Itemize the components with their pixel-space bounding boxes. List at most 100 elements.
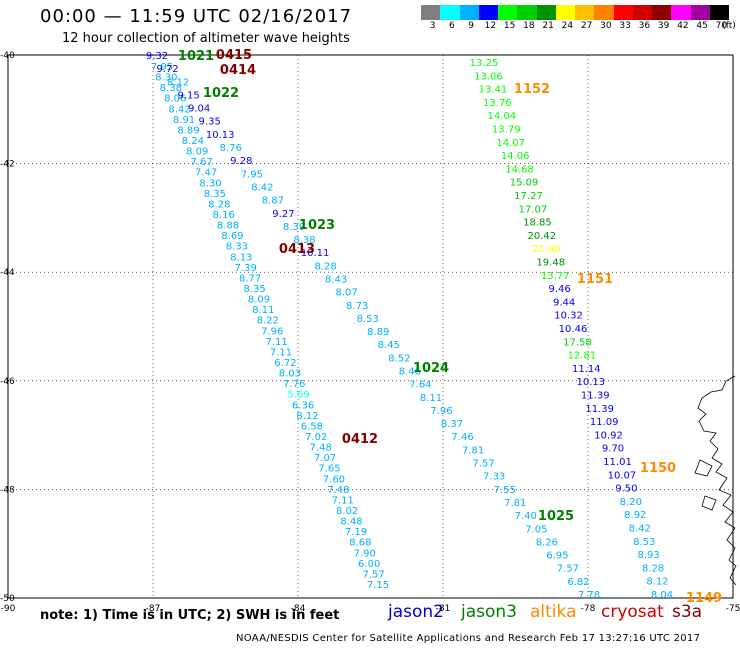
track-a-wave-height: 8.11	[252, 305, 274, 316]
track-a-wave-height: 7.19	[345, 527, 367, 538]
track-b-wave-height: 7.95	[241, 169, 263, 180]
track-a-wave-height: 8.68	[349, 538, 371, 549]
track-c-wave-height: 11.39	[585, 404, 614, 415]
track-a-wave-height: 8.03	[279, 369, 301, 380]
track-c-wave-height: 8.04	[651, 590, 673, 601]
pass-time-label: 1151	[577, 272, 613, 287]
track-c-wave-height: 11.39	[581, 391, 610, 402]
coastline-outline	[697, 375, 737, 586]
track-c-wave-height: 13.76	[483, 98, 512, 109]
colorbar-tick-label: 27	[580, 21, 593, 31]
map-title: 00:00 — 11:59 UTC 02/16/2017	[40, 6, 353, 27]
track-a-wave-height: 8.09	[248, 295, 270, 306]
track-b-wave-height: 8.37	[441, 419, 463, 430]
track-c-wave-height: 11.14	[572, 364, 601, 375]
latitude-label: -44	[0, 268, 15, 278]
track-c-wave-height: 17.58	[563, 337, 592, 348]
colorbar-swatch	[652, 5, 672, 20]
colorbar-tick-label: 12	[484, 21, 497, 31]
map-subtitle: 12 hour collection of altimeter wave hei…	[62, 31, 350, 46]
track-c-wave-height: 11.09	[590, 417, 619, 428]
track-b-wave-height: 7.46	[451, 432, 473, 443]
track-a-wave-height: 7.76	[283, 379, 305, 390]
track-b-wave-height: 8.43	[325, 274, 347, 285]
track-b-wave-height: 7.64	[409, 380, 431, 391]
colorbar-swatch	[671, 5, 691, 20]
track-b-wave-height: 9.15	[177, 90, 199, 101]
track-a-wave-height: 7.15	[367, 580, 389, 591]
wave-height-colorbar	[421, 5, 729, 20]
colorbar-tick-label: 3	[429, 21, 436, 31]
colorbar-swatch	[440, 5, 460, 20]
track-a-wave-height: 7.67	[191, 157, 213, 168]
track-b-wave-height: 9.28	[230, 156, 252, 167]
track-a-wave-height: 7.60	[323, 474, 345, 485]
colorbar-tick-labels: 3 6 9 12 15 18 21 24 27 30 33 36 39 42 45 70 (ft)	[421, 21, 739, 35]
track-c-wave-height: 9.44	[553, 297, 575, 308]
track-c-wave-height: 9.46	[549, 284, 571, 295]
track-a-wave-height: 6.72	[274, 358, 296, 369]
colorbar-tick-label: 30	[600, 21, 612, 31]
track-c-wave-height: 13.41	[479, 85, 508, 96]
longitude-label: -78	[581, 604, 596, 614]
colorbar-swatch	[536, 5, 556, 20]
track-c-wave-height: 8.53	[633, 537, 655, 548]
track-a-wave-height: 8.12	[296, 411, 318, 422]
track-c-wave-height: 21.90	[532, 244, 561, 255]
track-b-wave-height: 7.40	[515, 511, 537, 522]
latitude-label: -46	[0, 377, 15, 387]
track-a-wave-height: 7.47	[195, 168, 217, 179]
track-b-wave-height: 8.11	[420, 393, 442, 404]
colorbar-swatch	[421, 5, 441, 20]
track-a-wave-height: 8.28	[208, 199, 230, 210]
track-b-wave-height: 8.87	[262, 196, 284, 207]
colorbar-swatch	[575, 5, 595, 20]
track-c-wave-height: 8.93	[638, 550, 660, 561]
track-c-wave-height: 9.50	[615, 484, 637, 495]
track-a-wave-height: 8.38	[160, 83, 182, 94]
track-c-wave-height: 8.12	[646, 577, 668, 588]
track-c-wave-height: 17.27	[514, 191, 543, 202]
track-b-wave-height: 8.26	[536, 537, 558, 548]
colorbar-tick-label: 18	[523, 21, 535, 31]
colorbar-tick-label: 39	[657, 21, 670, 31]
track-b-wave-height: 7.81	[504, 498, 526, 509]
track-a-wave-height: 8.35	[243, 284, 265, 295]
track-b-wave-height: 8.53	[357, 314, 379, 325]
track-a-wave-height: 8.24	[182, 136, 204, 147]
track-a-wave-height: 7.39	[235, 263, 257, 274]
colorbar-tick-label: 24	[561, 21, 574, 31]
colorbar-swatch	[709, 5, 729, 20]
colorbar-swatch	[613, 5, 633, 20]
pass-time-label: 1021	[178, 49, 214, 64]
colorbar-swatch	[498, 5, 518, 20]
island-outline	[694, 459, 713, 477]
track-b-wave-height: 8.42	[251, 182, 273, 193]
pass-time-label: 0415	[216, 48, 252, 63]
track-c-wave-height: 13.25	[470, 58, 499, 69]
longitude-label: -75	[726, 604, 740, 614]
track-a-wave-height: 7.11	[265, 337, 287, 348]
pass-time-label: 0413	[279, 242, 315, 257]
colorbar-tick-label: 70	[715, 21, 728, 31]
track-a-wave-height: 8.06	[164, 94, 186, 105]
colorbar-swatch	[478, 5, 498, 20]
track-b-wave-height: 8.89	[367, 327, 389, 338]
track-c-wave-height: 9.70	[602, 444, 624, 455]
longitude-label: -87	[146, 604, 161, 614]
track-b-wave-height: 8.46	[399, 367, 421, 378]
colorbar-swatch	[555, 5, 575, 20]
track-a-wave-height: 8.16	[213, 210, 235, 221]
track-b-wave-height: 8.73	[346, 301, 368, 312]
pass-time-label: 1152	[514, 82, 550, 97]
colorbar-swatch	[632, 5, 652, 20]
pass-time-label: 1022	[203, 86, 239, 101]
track-b-wave-height: 6.82	[567, 577, 589, 588]
latitude-label: -40	[0, 51, 15, 61]
track-a-wave-height: 8.69	[221, 231, 243, 242]
track-a-wave-height: 8.48	[340, 517, 362, 528]
track-a-wave-height: 7.11	[332, 495, 354, 506]
track-c-wave-height: 8.20	[620, 497, 642, 508]
track-b-wave-height: 7.96	[430, 406, 452, 417]
track-a-wave-height: 8.88	[217, 221, 239, 232]
